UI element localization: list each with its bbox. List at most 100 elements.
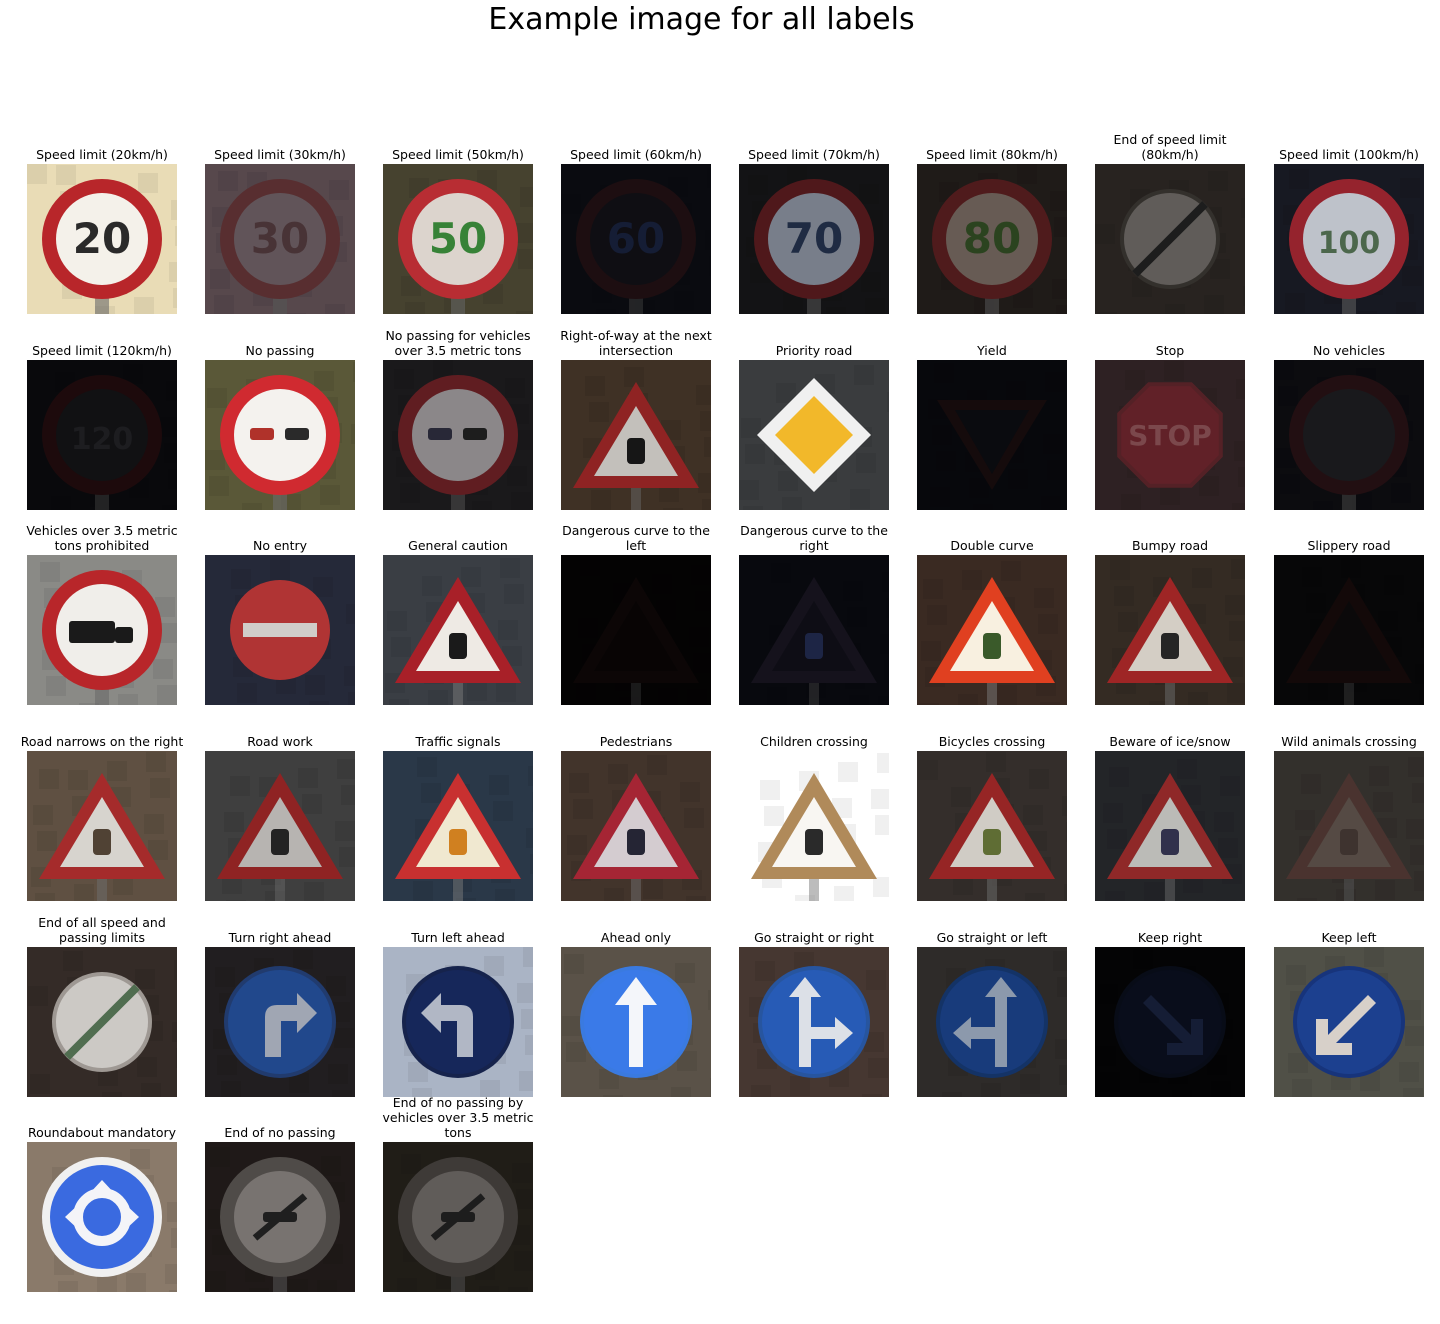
sign-cell: Speed limit (70km/h) 70: [739, 114, 889, 314]
sign-cell: End of speed limit (80km/h): [1095, 114, 1245, 314]
sign-cell: Dangerous curve to the right: [739, 505, 889, 705]
sign-label: End of no passing: [224, 1125, 336, 1140]
sign-cell: Traffic signals: [383, 701, 533, 901]
sign-cell: Go straight or right: [739, 897, 889, 1097]
sign-cell: Right-of-way at the next intersection: [560, 310, 712, 510]
sign-label: Double curve: [950, 538, 1034, 553]
sign-cell: Ahead only: [561, 897, 711, 1097]
sign-cell: Speed limit (50km/h) 50: [383, 114, 533, 314]
sign-label: Ahead only: [600, 930, 672, 945]
sign-label: End of no passing by vehicles over 3.5 m…: [382, 1095, 534, 1140]
sign-cell: Stop STOP: [1095, 310, 1245, 510]
sign-cell: Yield: [917, 310, 1067, 510]
sign-label: Right-of-way at the next intersection: [560, 328, 712, 358]
sign-image: [1274, 947, 1424, 1097]
sign-image: [917, 555, 1067, 705]
sign-label: Pedestrians: [599, 734, 673, 749]
sign-cell: Speed limit (100km/h) 100: [1274, 114, 1424, 314]
sign-label: Speed limit (60km/h): [570, 147, 702, 162]
sign-image: [383, 751, 533, 901]
sign-image: 30: [205, 164, 355, 314]
sign-label: Speed limit (80km/h): [926, 147, 1058, 162]
sign-image: [1274, 751, 1424, 901]
sign-image: [739, 360, 889, 510]
sign-image: 70: [739, 164, 889, 314]
sign-image: [561, 751, 711, 901]
sign-label: Roundabout mandatory: [27, 1125, 177, 1140]
sign-image: [1095, 164, 1245, 314]
svg-text:STOP: STOP: [1128, 419, 1212, 452]
sign-image: [561, 555, 711, 705]
sign-label: No passing for vehicles over 3.5 metric …: [385, 328, 531, 358]
svg-text:50: 50: [429, 214, 487, 263]
sign-image: 60: [561, 164, 711, 314]
sign-cell: Bicycles crossing: [917, 701, 1067, 901]
sign-label: General caution: [408, 538, 508, 553]
sign-cell: Road narrows on the right: [21, 701, 183, 901]
sign-label: End of speed limit (80km/h): [1113, 132, 1227, 162]
sign-label: No passing: [245, 343, 315, 358]
sign-cell: Roundabout mandatory: [27, 1092, 177, 1292]
sign-label: Traffic signals: [415, 734, 501, 749]
sign-cell: No vehicles: [1274, 310, 1424, 510]
sign-cell: Speed limit (120km/h) 120: [27, 310, 177, 510]
sign-label: Dangerous curve to the left: [562, 523, 710, 553]
sign-image: [1095, 947, 1245, 1097]
svg-text:80: 80: [963, 214, 1021, 263]
sign-label: Beware of ice/snow: [1109, 734, 1231, 749]
sign-image: 20: [27, 164, 177, 314]
svg-text:100: 100: [1318, 226, 1381, 261]
sign-label: Bicycles crossing: [938, 734, 1046, 749]
sign-label: Slippery road: [1307, 538, 1391, 553]
sign-cell: Speed limit (80km/h) 80: [917, 114, 1067, 314]
sign-image: [27, 1142, 177, 1292]
sign-label: No vehicles: [1312, 343, 1385, 358]
sign-image: [917, 947, 1067, 1097]
sign-label: Dangerous curve to the right: [740, 523, 888, 553]
sign-image: [383, 555, 533, 705]
sign-label: Children crossing: [760, 734, 868, 749]
sign-label: Road narrows on the right: [20, 734, 184, 749]
sign-image: [205, 751, 355, 901]
sign-label: Stop: [1155, 343, 1185, 358]
sign-cell: Speed limit (60km/h) 60: [561, 114, 711, 314]
sign-cell: Go straight or left: [917, 897, 1067, 1097]
sign-image: [1274, 360, 1424, 510]
sign-label: End of all speed and passing limits: [38, 915, 166, 945]
sign-label: Speed limit (70km/h): [748, 147, 880, 162]
sign-image: [205, 1142, 355, 1292]
sign-image: [27, 555, 177, 705]
sign-image: [383, 1142, 533, 1292]
sign-cell: Turn left ahead: [383, 897, 533, 1097]
svg-text:30: 30: [251, 214, 309, 263]
sign-image: [27, 751, 177, 901]
sign-image: [205, 947, 355, 1097]
sign-label: Go straight or left: [936, 930, 1048, 945]
sign-image: [561, 360, 711, 510]
figure-title: Example image for all labels: [488, 2, 915, 37]
sign-cell: Priority road: [739, 310, 889, 510]
sign-cell: Double curve: [917, 505, 1067, 705]
sign-cell: No passing for vehicles over 3.5 metric …: [383, 310, 533, 510]
sign-cell: Slippery road: [1274, 505, 1424, 705]
sign-label: Yield: [977, 343, 1007, 358]
sign-image: [383, 947, 533, 1097]
sign-image: [1095, 555, 1245, 705]
sign-label: Bumpy road: [1131, 538, 1209, 553]
sign-image: [739, 947, 889, 1097]
sign-image: [1274, 555, 1424, 705]
sign-label: Speed limit (50km/h): [392, 147, 524, 162]
sign-cell: Road work: [205, 701, 355, 901]
sign-image: [917, 751, 1067, 901]
sign-image: [739, 555, 889, 705]
sign-image: [27, 947, 177, 1097]
sign-cell: Turn right ahead: [205, 897, 355, 1097]
sign-cell: Keep right: [1095, 897, 1245, 1097]
sign-image: 120: [27, 360, 177, 510]
sign-label: Keep left: [1321, 930, 1377, 945]
sign-image: 80: [917, 164, 1067, 314]
sign-image: [1095, 751, 1245, 901]
sign-cell: Children crossing: [739, 701, 889, 901]
sign-image: 100: [1274, 164, 1424, 314]
sign-cell: No passing: [205, 310, 355, 510]
